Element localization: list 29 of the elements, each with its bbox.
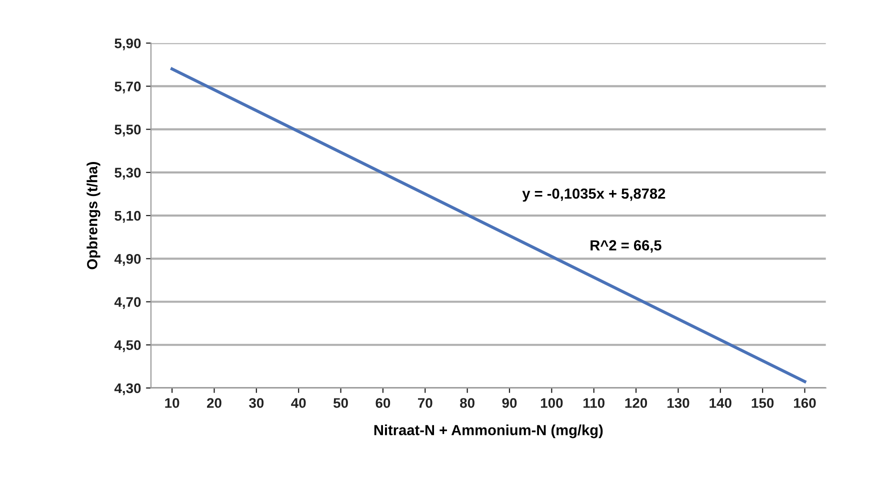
- x-tick-label: 130: [668, 398, 690, 408]
- x-axis-title: Nitraat-N + Ammonium-N (mg/kg): [374, 424, 603, 438]
- x-tick-label: 50: [333, 398, 348, 408]
- annotation: R^2 = 66,5: [590, 240, 662, 253]
- y-tick-label: 4,50: [114, 340, 141, 352]
- x-tick-label: 30: [249, 398, 264, 408]
- y-tick-label: 4,70: [114, 297, 141, 309]
- x-tick-label: 10: [165, 398, 180, 408]
- x-tick-label: 70: [418, 398, 432, 408]
- x-tick-label: 120: [625, 398, 648, 408]
- y-axis-title: Opbrengs (t/ha): [86, 162, 100, 270]
- y-tick-label: 5,90: [114, 38, 141, 50]
- x-tick-label: 40: [291, 398, 306, 408]
- y-tick-label: 5,50: [114, 124, 141, 137]
- x-tick-label: 110: [584, 398, 604, 408]
- y-tick-label: 5,10: [114, 210, 141, 223]
- x-tick-label: 100: [540, 398, 563, 408]
- y-tick-label: 5,30: [114, 168, 141, 180]
- x-tick-label: 80: [460, 398, 474, 408]
- y-tick-label: 4,30: [114, 383, 141, 396]
- y-tick-label: 4,90: [114, 254, 141, 266]
- x-tick-label: 150: [752, 398, 774, 408]
- annotation: y = -0,1035x + 5,8782: [522, 188, 666, 202]
- x-tick-label: 140: [710, 398, 732, 408]
- x-tick-label: 60: [376, 398, 390, 408]
- x-tick-label: 160: [794, 398, 816, 408]
- x-tick-label: 20: [206, 398, 222, 408]
- y-tick-label: 5,70: [114, 82, 141, 94]
- x-tick-label: 90: [502, 398, 517, 408]
